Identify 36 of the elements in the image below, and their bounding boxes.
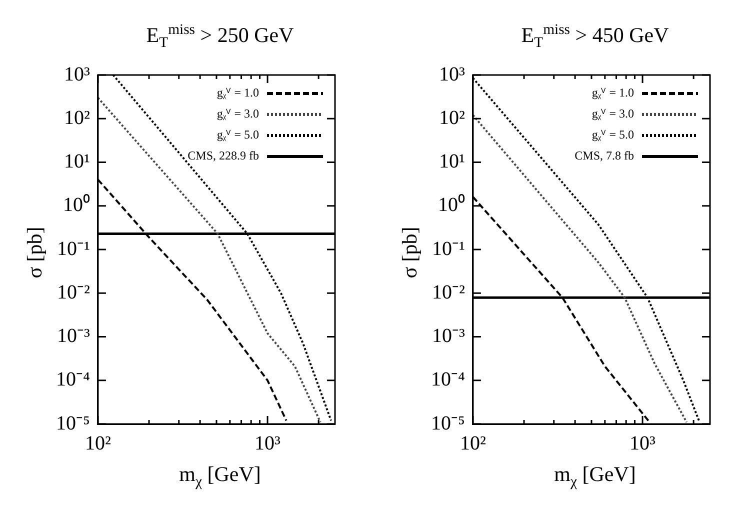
- legend-label: CMS, 7.8 fb: [574, 148, 634, 163]
- legend-label: gᵪⱽ = 5.0: [216, 128, 259, 142]
- legend-label: CMS, 228.9 fb: [188, 148, 259, 163]
- y-tick-label: 10⁻²: [56, 281, 90, 304]
- y-tick-label: 10³: [64, 63, 90, 86]
- chart-title: E$_{T}$$^{miss}$ > 450 GeV: [520, 22, 670, 52]
- y-tick-label: 10⁰: [438, 193, 465, 216]
- x-tick-label: 10²: [84, 432, 111, 454]
- legend-label: gᵪⱽ = 3.0: [216, 106, 259, 121]
- y-tick-label: 10⁻¹: [432, 238, 465, 260]
- y-tick-label: 10²: [64, 106, 90, 129]
- y-axis-title: σ [pb]: [22, 226, 48, 280]
- y-tick-label: 10⁰: [62, 193, 90, 216]
- x-tick-label: 10³: [630, 432, 656, 454]
- chart-title: E$_{T}$$^{miss}$ > 250 GeV: [145, 22, 295, 52]
- x-axis-title: m$_{χ}$ [GeV]: [178, 462, 262, 492]
- x-tick-label: 10³: [254, 432, 281, 454]
- legend-label: gᵪⱽ = 1.0: [216, 86, 259, 100]
- y-tick-label: 10⁻¹: [56, 238, 90, 260]
- y-tick-label: 10⁻³: [432, 325, 465, 347]
- y-tick-label: 10⁻⁵: [430, 412, 465, 434]
- x-tick-label: 10²: [460, 432, 486, 454]
- y-tick-label: 10¹: [64, 150, 90, 172]
- legend-label: gᵪⱽ = 1.0: [592, 86, 634, 100]
- x-axis-title: m$_{χ}$ [GeV]: [553, 462, 637, 492]
- y-tick-label: 10²: [438, 106, 465, 129]
- legend-label: gᵪⱽ = 5.0: [592, 128, 634, 142]
- y-tick-label: 10¹: [438, 150, 465, 172]
- y-tick-label: 10⁻⁴: [430, 368, 465, 391]
- y-tick-label: 10⁻⁴: [56, 368, 90, 391]
- legend-label: gᵪⱽ = 3.0: [592, 106, 634, 121]
- y-tick-label: 10³: [438, 63, 465, 86]
- y-tick-label: 10⁻³: [56, 325, 90, 347]
- y-tick-label: 10⁻²: [432, 281, 465, 304]
- y-axis-title: σ [pb]: [398, 226, 422, 280]
- y-tick-label: 10⁻⁵: [56, 412, 90, 434]
